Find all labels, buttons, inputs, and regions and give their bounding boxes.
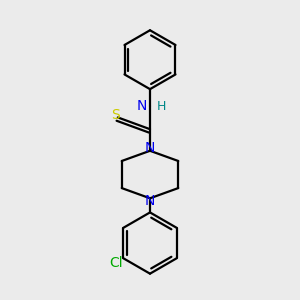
Text: N: N <box>136 99 147 112</box>
Text: H: H <box>157 100 167 113</box>
Text: N: N <box>145 194 155 208</box>
Text: S: S <box>112 108 120 122</box>
Text: Cl: Cl <box>110 256 123 270</box>
Text: N: N <box>145 141 155 155</box>
